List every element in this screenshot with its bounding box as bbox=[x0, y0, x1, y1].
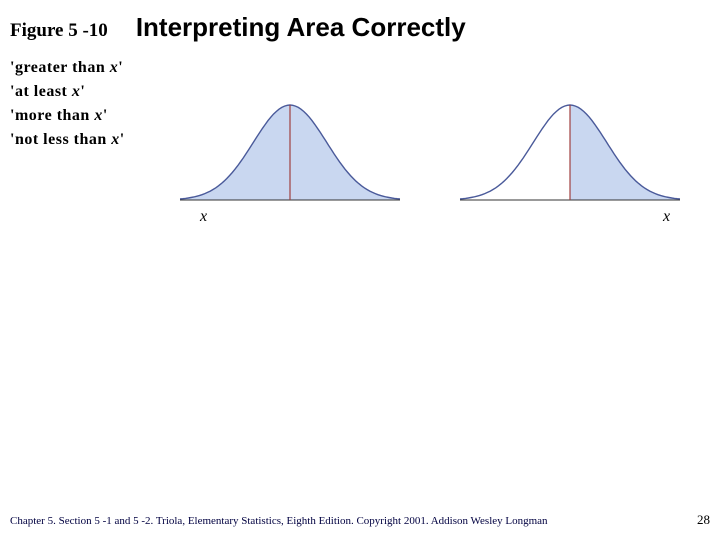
header: Figure 5 -10 Interpreting Area Correctly bbox=[0, 0, 720, 51]
page-number: 28 bbox=[697, 512, 710, 528]
citation: Chapter 5. Section 5 -1 and 5 -2. Triola… bbox=[10, 515, 548, 527]
footer: Chapter 5. Section 5 -1 and 5 -2. Triola… bbox=[10, 512, 710, 528]
x-axis-label-right: x bbox=[663, 208, 670, 226]
x-axis-label-left: x bbox=[200, 208, 207, 226]
page-title: Interpreting Area Correctly bbox=[136, 12, 466, 43]
bell-curves bbox=[0, 60, 720, 230]
figure-label: Figure 5 -10 bbox=[10, 20, 108, 42]
